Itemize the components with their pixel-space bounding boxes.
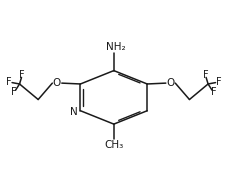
Text: F: F	[211, 87, 216, 97]
Text: F: F	[216, 77, 221, 87]
Text: NH₂: NH₂	[106, 42, 126, 52]
Text: N: N	[70, 107, 77, 117]
Text: F: F	[6, 77, 12, 87]
Text: O: O	[53, 78, 61, 88]
Text: O: O	[167, 78, 175, 88]
Text: F: F	[11, 87, 17, 97]
Text: F: F	[203, 70, 208, 80]
Text: F: F	[19, 70, 25, 80]
Text: CH₃: CH₃	[104, 140, 124, 150]
